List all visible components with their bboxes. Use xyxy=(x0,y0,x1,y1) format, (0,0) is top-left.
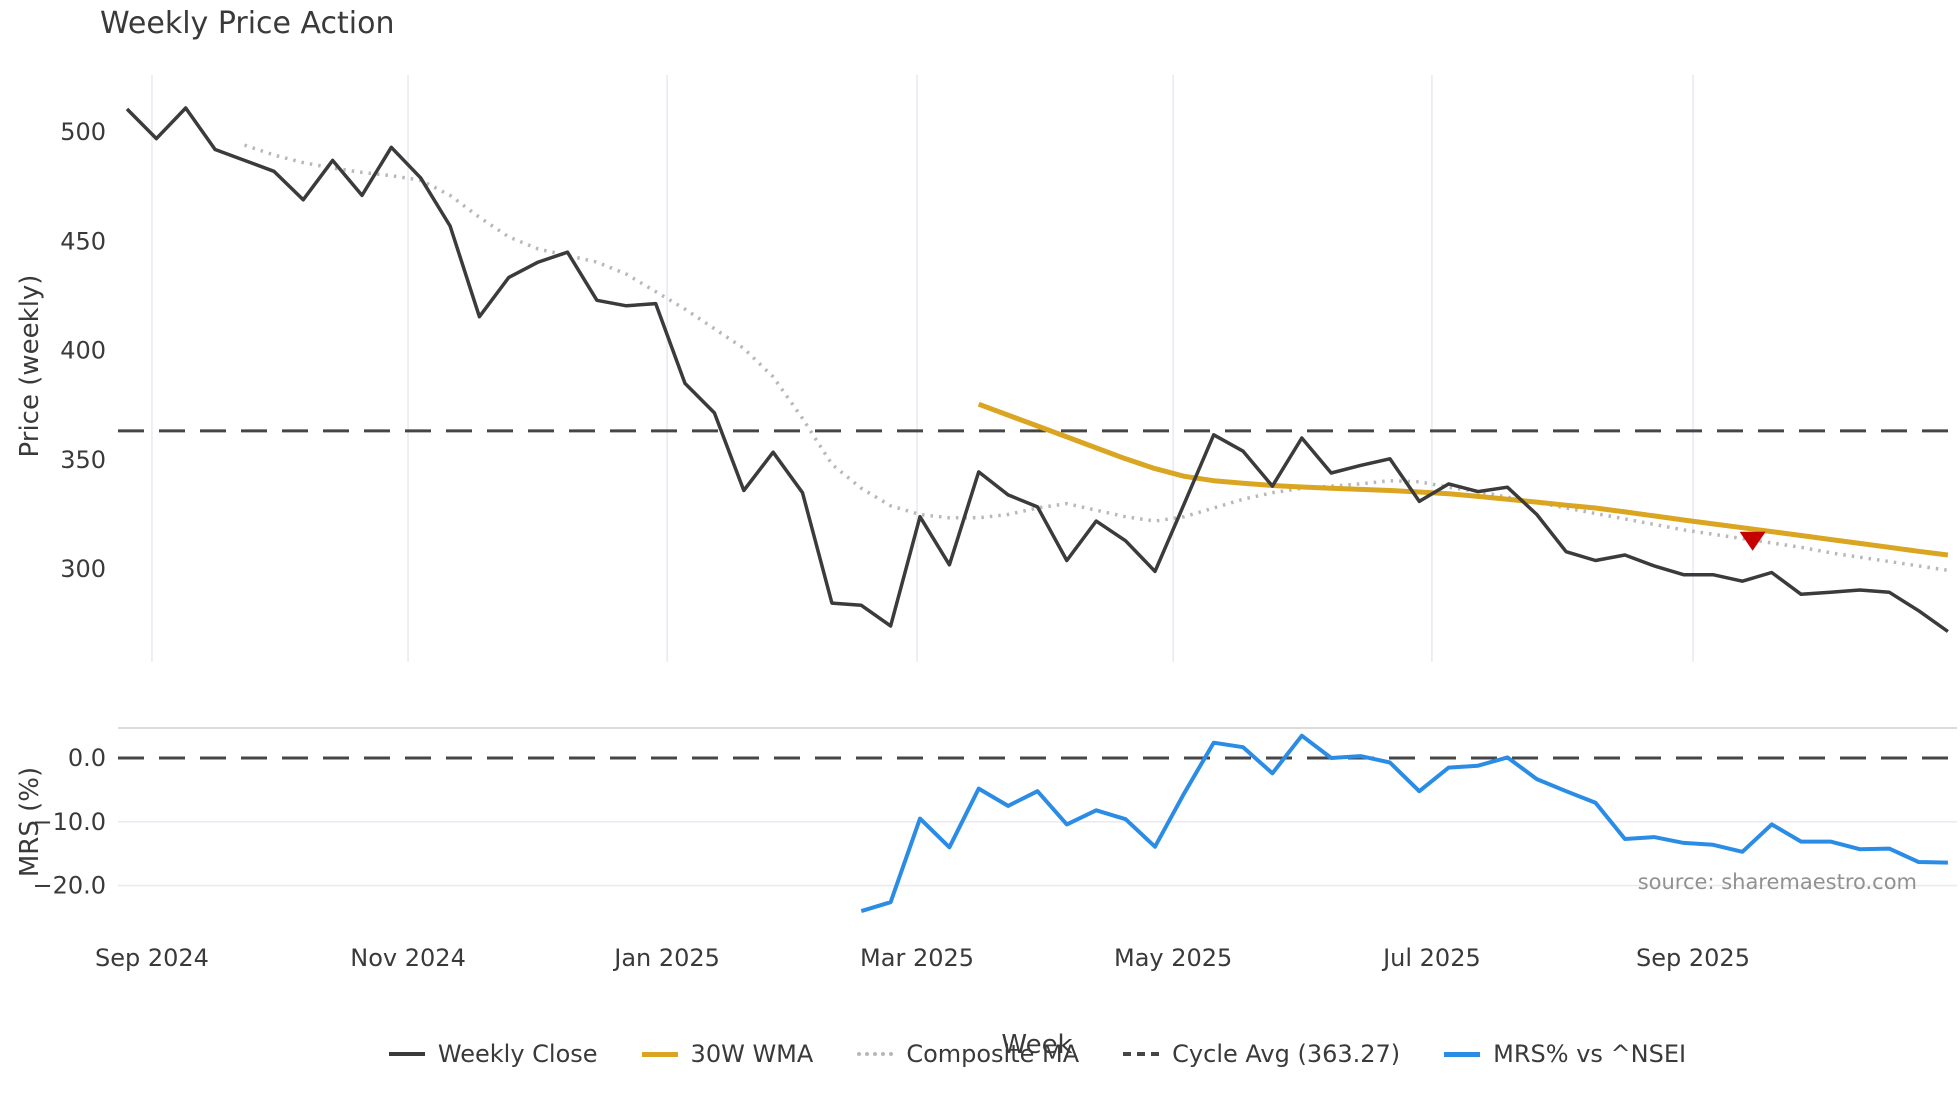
y-tick-label: 400 xyxy=(60,337,106,365)
legend-item-label: Weekly Close xyxy=(437,1040,598,1068)
sell-signal-marker-icon xyxy=(1739,531,1766,551)
x-tick-label: May 2025 xyxy=(1114,944,1232,972)
legend-item: Composite MA xyxy=(857,1040,1079,1068)
legend-line-swatch-icon xyxy=(1123,1052,1160,1056)
chart-title: Weekly Price Action xyxy=(100,6,395,41)
composite-ma-line xyxy=(243,143,1949,573)
week-axis-label: Week xyxy=(1001,1030,1073,1060)
x-tick-label: Nov 2024 xyxy=(350,944,466,972)
mrs-line xyxy=(860,733,1948,914)
legend-item-label: Composite MA xyxy=(906,1040,1080,1068)
x-tick-label: Jan 2025 xyxy=(612,944,720,972)
legend-line-swatch-icon xyxy=(1444,1051,1481,1057)
y-tick-label: 300 xyxy=(60,555,106,583)
legend-line-swatch-icon xyxy=(857,1052,894,1056)
y-tick-label: 450 xyxy=(60,227,106,255)
x-tick-label: Jul 2025 xyxy=(1381,944,1481,972)
y-tick-label: −20.0 xyxy=(32,872,106,900)
y-tick-label: 0.0 xyxy=(68,744,106,772)
legend-item-label: Cycle Avg (363.27) xyxy=(1172,1040,1401,1068)
weekly-close-line xyxy=(125,106,1949,633)
legend-item: MRS% vs ^NSEI xyxy=(1444,1040,1686,1068)
legend-line-swatch-icon xyxy=(641,1051,678,1057)
legend-item-label: MRS% vs ^NSEI xyxy=(1493,1040,1687,1068)
y-tick-label: −10.0 xyxy=(32,808,106,836)
legend: Weekly Close 30W WMA Composite MA Cycle Avg… xyxy=(118,1040,1957,1068)
legend-item: 30W WMA xyxy=(641,1040,814,1068)
wma-30w-line xyxy=(977,401,1949,558)
x-tick-label: Sep 2024 xyxy=(95,944,209,972)
source-credit: source: sharemaestro.com xyxy=(1637,870,1917,894)
legend-item: Cycle Avg (363.27) xyxy=(1123,1040,1400,1068)
legend-item-label: 30W WMA xyxy=(690,1040,814,1068)
y-tick-label: 500 xyxy=(60,118,106,146)
y-tick-label: 350 xyxy=(60,446,106,474)
legend-item: Weekly Close xyxy=(388,1040,598,1068)
x-tick-label: Sep 2025 xyxy=(1636,944,1750,972)
legend-line-swatch-icon xyxy=(388,1052,425,1056)
x-tick-label: Mar 2025 xyxy=(860,944,974,972)
